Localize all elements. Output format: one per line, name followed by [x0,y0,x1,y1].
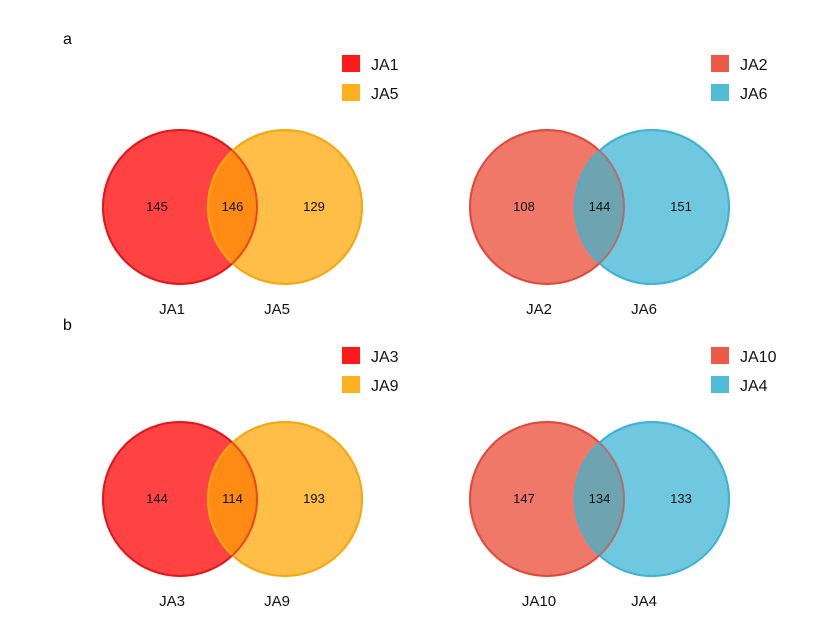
legend-label: JA4 [740,378,768,395]
count-overlap: 144 [589,199,611,214]
legend-label: JA5 [371,86,399,103]
set-label: JA6 [631,301,657,318]
legend-swatch [711,347,729,364]
count-right-only: 133 [670,491,692,506]
count-left-only: 144 [146,491,168,506]
legend-label: JA3 [371,349,399,366]
venn-diagram: JA10 JA4 147 134 133 JA10 JA4 [469,347,777,610]
legend-label: JA2 [740,57,768,74]
legend-swatch [711,84,729,101]
legend-swatch [342,376,360,393]
legend-swatch [711,376,729,393]
set-outline-right [207,129,363,285]
legend-swatch [342,84,360,101]
venn-diagram: JA3 JA9 144 114 193 JA3 JA9 [102,347,399,610]
set-outline-left [469,421,625,577]
count-overlap: 114 [222,491,243,506]
set-outline-left [469,129,625,285]
set-outline-right [574,129,730,285]
set-outline-left [102,421,258,577]
legend-label: JA10 [740,349,777,366]
count-left-only: 108 [513,199,535,214]
set-label: JA10 [522,593,556,610]
legend-swatch [342,347,360,364]
set-label: JA4 [631,593,657,610]
count-left-only: 145 [146,199,168,214]
legend-swatch [342,55,360,72]
set-outline-right [207,421,363,577]
legend-label: JA9 [371,378,399,395]
count-overlap: 146 [222,199,244,214]
legend-swatch [711,55,729,72]
set-label: JA5 [264,301,290,318]
venn-diagram: JA1 JA5 145 146 129 JA1 JA5 [102,55,399,318]
count-left-only: 147 [513,491,535,506]
set-label: JA2 [526,301,552,318]
count-right-only: 193 [303,491,325,506]
panel-letter: b [63,317,72,334]
count-overlap: 134 [589,491,611,506]
venn-diagram: JA2 JA6 108 144 151 JA2 JA6 [469,55,768,318]
set-label: JA1 [159,301,185,318]
set-outline-right [574,421,730,577]
set-outline-left [102,129,258,285]
count-right-only: 151 [670,199,692,214]
legend-label: JA6 [740,86,768,103]
panel-letter: a [63,31,72,48]
count-right-only: 129 [303,199,325,214]
legend-label: JA1 [371,57,399,74]
set-label: JA9 [264,593,290,610]
set-label: JA3 [159,593,185,610]
